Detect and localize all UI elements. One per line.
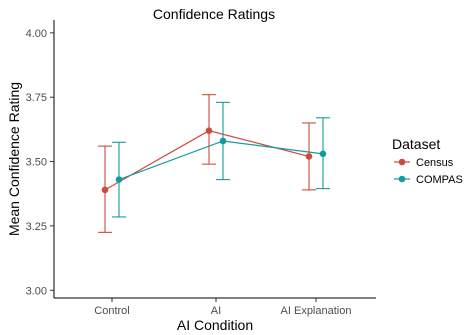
x-tick-label: Control [94,305,129,317]
x-tick-label: AI [211,305,221,317]
census-legend-marker [398,158,406,166]
legend-title: Dataset [392,136,440,152]
census-data-point [101,186,109,194]
compas-data-point [219,137,227,145]
y-tick-label: 4.00 [26,28,47,40]
y-axis-ticks: 3.00 3.25 3.50 3.75 4.00 [26,28,54,297]
census-legend-label: Census [416,157,454,169]
x-tick-label: AI Explanation [281,305,352,317]
compas-legend-label: COMPAS [416,174,463,186]
compas-legend-marker [398,175,406,183]
y-tick-label: 3.50 [26,157,47,169]
x-axis-title: AI Condition [177,317,253,333]
y-tick-label: 3.75 [26,92,47,104]
plot-area [98,94,330,233]
census-series-line [104,130,310,191]
compas-series-line [118,140,324,181]
census-data-point [205,127,213,134]
legend: Dataset Census COMPAS [392,136,463,186]
chart-title: Confidence Ratings [153,6,275,22]
x-axis-ticks: Control AI AI Explanation [94,298,351,317]
compas-data-point [319,150,327,158]
compas-data-point [115,176,123,183]
y-axis-title: Mean Confidence Rating [6,82,22,236]
census-data-point [305,153,313,160]
y-tick-label: 3.00 [26,285,47,297]
y-tick-label: 3.25 [26,221,47,233]
